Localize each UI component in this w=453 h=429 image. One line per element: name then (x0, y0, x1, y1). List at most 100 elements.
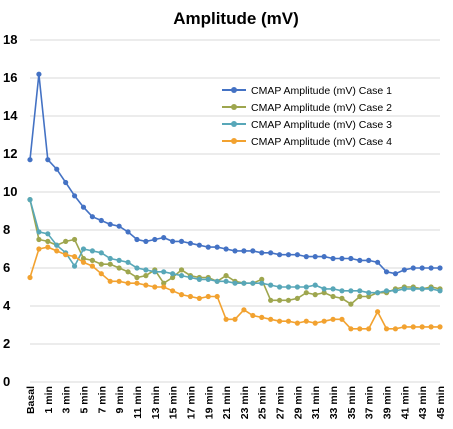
data-point (303, 318, 309, 324)
chart-title: Amplitude (mV) (173, 9, 299, 28)
data-point (170, 238, 176, 244)
data-point (419, 265, 425, 271)
data-point (71, 254, 78, 260)
data-point (80, 204, 87, 210)
data-point (410, 324, 416, 330)
data-point (54, 242, 60, 248)
data-point (250, 280, 256, 286)
data-point (232, 316, 238, 322)
data-point (196, 276, 202, 282)
data-point (161, 235, 167, 241)
data-point (268, 250, 274, 256)
data-point (321, 254, 327, 260)
y-tick-label: 14 (3, 108, 18, 123)
data-point (383, 269, 390, 275)
x-tick-label: 23 min (239, 386, 251, 419)
data-point (348, 255, 354, 262)
data-point (54, 248, 60, 254)
x-tick-label: 15 min (168, 386, 180, 419)
data-point (232, 280, 238, 286)
y-tick-label: 2 (3, 336, 10, 351)
x-tick-label: 33 min (328, 386, 340, 419)
data-point (107, 278, 113, 284)
data-point (161, 284, 167, 290)
data-point (214, 293, 220, 300)
legend-item: CMAP Amplitude (mV) Case 1 (222, 85, 392, 97)
data-point (27, 197, 33, 203)
legend-marker (231, 87, 237, 93)
data-point (98, 250, 104, 256)
data-point (401, 267, 407, 273)
data-point (134, 265, 140, 271)
data-point (134, 280, 140, 286)
x-tick-label: 5 min (78, 386, 90, 413)
x-tick-label: 39 min (382, 386, 394, 419)
y-tick-label: 12 (3, 146, 17, 161)
data-point (294, 252, 300, 258)
data-point (401, 324, 407, 330)
x-tick-label: 9 min (114, 386, 126, 413)
data-point (357, 326, 363, 332)
data-point (152, 269, 158, 275)
legend: CMAP Amplitude (mV) Case 1 CMAP Amplitude… (222, 85, 392, 148)
data-point (45, 231, 51, 237)
data-point (205, 276, 211, 282)
data-point (330, 293, 336, 300)
data-point (170, 274, 176, 281)
data-point (375, 309, 381, 315)
data-point (36, 236, 42, 243)
data-point (152, 284, 158, 290)
data-point (187, 293, 194, 300)
data-point (259, 250, 265, 256)
data-point (366, 290, 372, 296)
data-point (285, 252, 292, 258)
x-tick-label: 35 min (346, 386, 358, 419)
data-point (268, 316, 274, 322)
x-tick-label: 19 min (203, 386, 215, 419)
legend-label: CMAP Amplitude (mV) Case 1 (251, 85, 392, 97)
legend-marker (231, 138, 237, 144)
data-point (143, 282, 149, 288)
data-point (294, 295, 300, 301)
x-tick-label: 11 min (132, 386, 144, 419)
data-point (348, 326, 354, 332)
series-1 (27, 71, 443, 277)
data-point (357, 293, 363, 300)
x-tick-label: 31 min (310, 386, 322, 419)
data-point (89, 248, 95, 254)
data-point (89, 263, 95, 269)
data-point (71, 236, 78, 243)
data-point (161, 269, 167, 275)
data-point (375, 290, 381, 296)
data-point (294, 284, 300, 290)
data-point (285, 318, 292, 324)
data-point (419, 286, 425, 292)
data-point (178, 267, 185, 273)
legend-item: CMAP Amplitude (mV) Case 4 (222, 136, 392, 148)
data-point (205, 244, 211, 250)
data-point (357, 257, 363, 263)
data-point (27, 274, 33, 281)
data-point (161, 280, 167, 286)
data-point (312, 320, 318, 326)
data-point (223, 246, 229, 252)
data-point (223, 273, 229, 279)
data-point (285, 284, 292, 290)
y-tick-label: 18 (3, 32, 17, 47)
legend-marker (231, 104, 237, 110)
data-point (152, 236, 158, 243)
data-point (259, 314, 265, 320)
data-point (321, 318, 327, 324)
data-point (303, 290, 309, 296)
data-point (232, 248, 238, 254)
data-point (89, 214, 95, 220)
data-point (339, 255, 345, 262)
data-point (116, 265, 122, 271)
x-axis-ticks: Basal 1 min 3 min 5 min 7 min 9 min 11 min 13 m… (25, 386, 447, 419)
data-point (196, 242, 202, 248)
data-point (330, 286, 336, 292)
x-tick-label: 45 min (435, 386, 447, 419)
data-point (294, 320, 300, 326)
data-point (366, 326, 372, 332)
